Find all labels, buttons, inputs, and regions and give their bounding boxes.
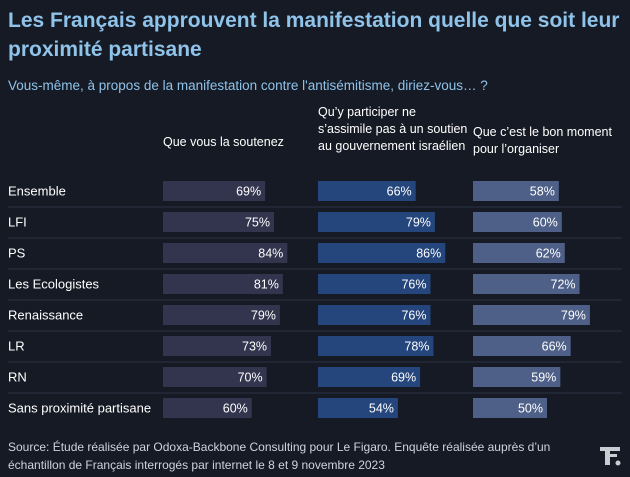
data-label: 66% — [387, 185, 412, 199]
data-label: 62% — [536, 247, 561, 261]
column-header-1: Que vous la soutenez — [163, 135, 284, 149]
bar — [473, 305, 590, 325]
bar — [163, 305, 280, 325]
row-label: RN — [8, 370, 27, 385]
data-label: 79% — [406, 216, 431, 230]
data-label: 78% — [404, 340, 429, 354]
le-figaro-logo-icon — [598, 444, 622, 468]
data-label: 79% — [561, 309, 586, 323]
row-label: Sans proximité partisane — [8, 401, 151, 416]
data-label: 66% — [542, 340, 567, 354]
bar — [473, 181, 559, 201]
data-label: 50% — [518, 402, 543, 416]
row-label: PS — [8, 246, 26, 261]
bar — [163, 367, 267, 387]
column-header-3: Que c’est le bon moment pour l’organiser — [473, 125, 612, 156]
bar — [318, 367, 421, 387]
chart-title: Les Français approuvent la manifestation… — [8, 9, 620, 61]
data-label: 58% — [530, 185, 555, 199]
data-label: 70% — [238, 371, 263, 385]
bar — [473, 274, 580, 294]
chart-rows: Ensemble 69% 66% 58% LFI 75% 79% 60% PS 84% 86% 62%… — [8, 181, 622, 418]
bar — [318, 274, 431, 294]
bar — [318, 243, 446, 263]
bar — [473, 398, 547, 418]
data-label: 81% — [254, 278, 279, 292]
bar — [473, 336, 571, 356]
row-label: Renaissance — [8, 308, 83, 323]
bar — [318, 181, 416, 201]
data-label: 73% — [242, 340, 267, 354]
data-label: 75% — [245, 216, 270, 230]
data-label: 69% — [391, 371, 416, 385]
row-label: Les Ecologistes — [8, 277, 100, 292]
bar — [318, 305, 431, 325]
data-label: 84% — [258, 247, 283, 261]
chart-subtitle: Vous-même, à propos de la manifestation … — [8, 78, 488, 93]
bar — [473, 212, 562, 232]
data-label: 79% — [251, 309, 276, 323]
row-label: LR — [8, 339, 25, 354]
data-label: 86% — [416, 247, 441, 261]
data-label: 69% — [236, 185, 261, 199]
bar — [163, 274, 283, 294]
row-label: LFI — [8, 215, 27, 230]
bar — [318, 398, 398, 418]
bar — [163, 336, 272, 356]
bar — [163, 398, 252, 418]
data-label: 76% — [401, 278, 426, 292]
bar — [163, 212, 274, 232]
data-label: 72% — [551, 278, 576, 292]
data-label: 54% — [369, 402, 394, 416]
data-label: 60% — [223, 402, 248, 416]
bar — [473, 367, 561, 387]
row-label: Ensemble — [8, 184, 66, 199]
bar — [318, 212, 435, 232]
bar — [473, 243, 565, 263]
bar — [163, 243, 288, 263]
bar — [318, 336, 434, 356]
bar — [163, 181, 266, 201]
column-header-2: Qu’y participer ne s’assimile pas à un s… — [318, 105, 468, 153]
data-label: 76% — [401, 309, 426, 323]
source-note: Source: Étude réalisée par Odoxa-Backbon… — [8, 440, 551, 472]
data-label: 60% — [533, 216, 558, 230]
data-label: 59% — [531, 371, 556, 385]
